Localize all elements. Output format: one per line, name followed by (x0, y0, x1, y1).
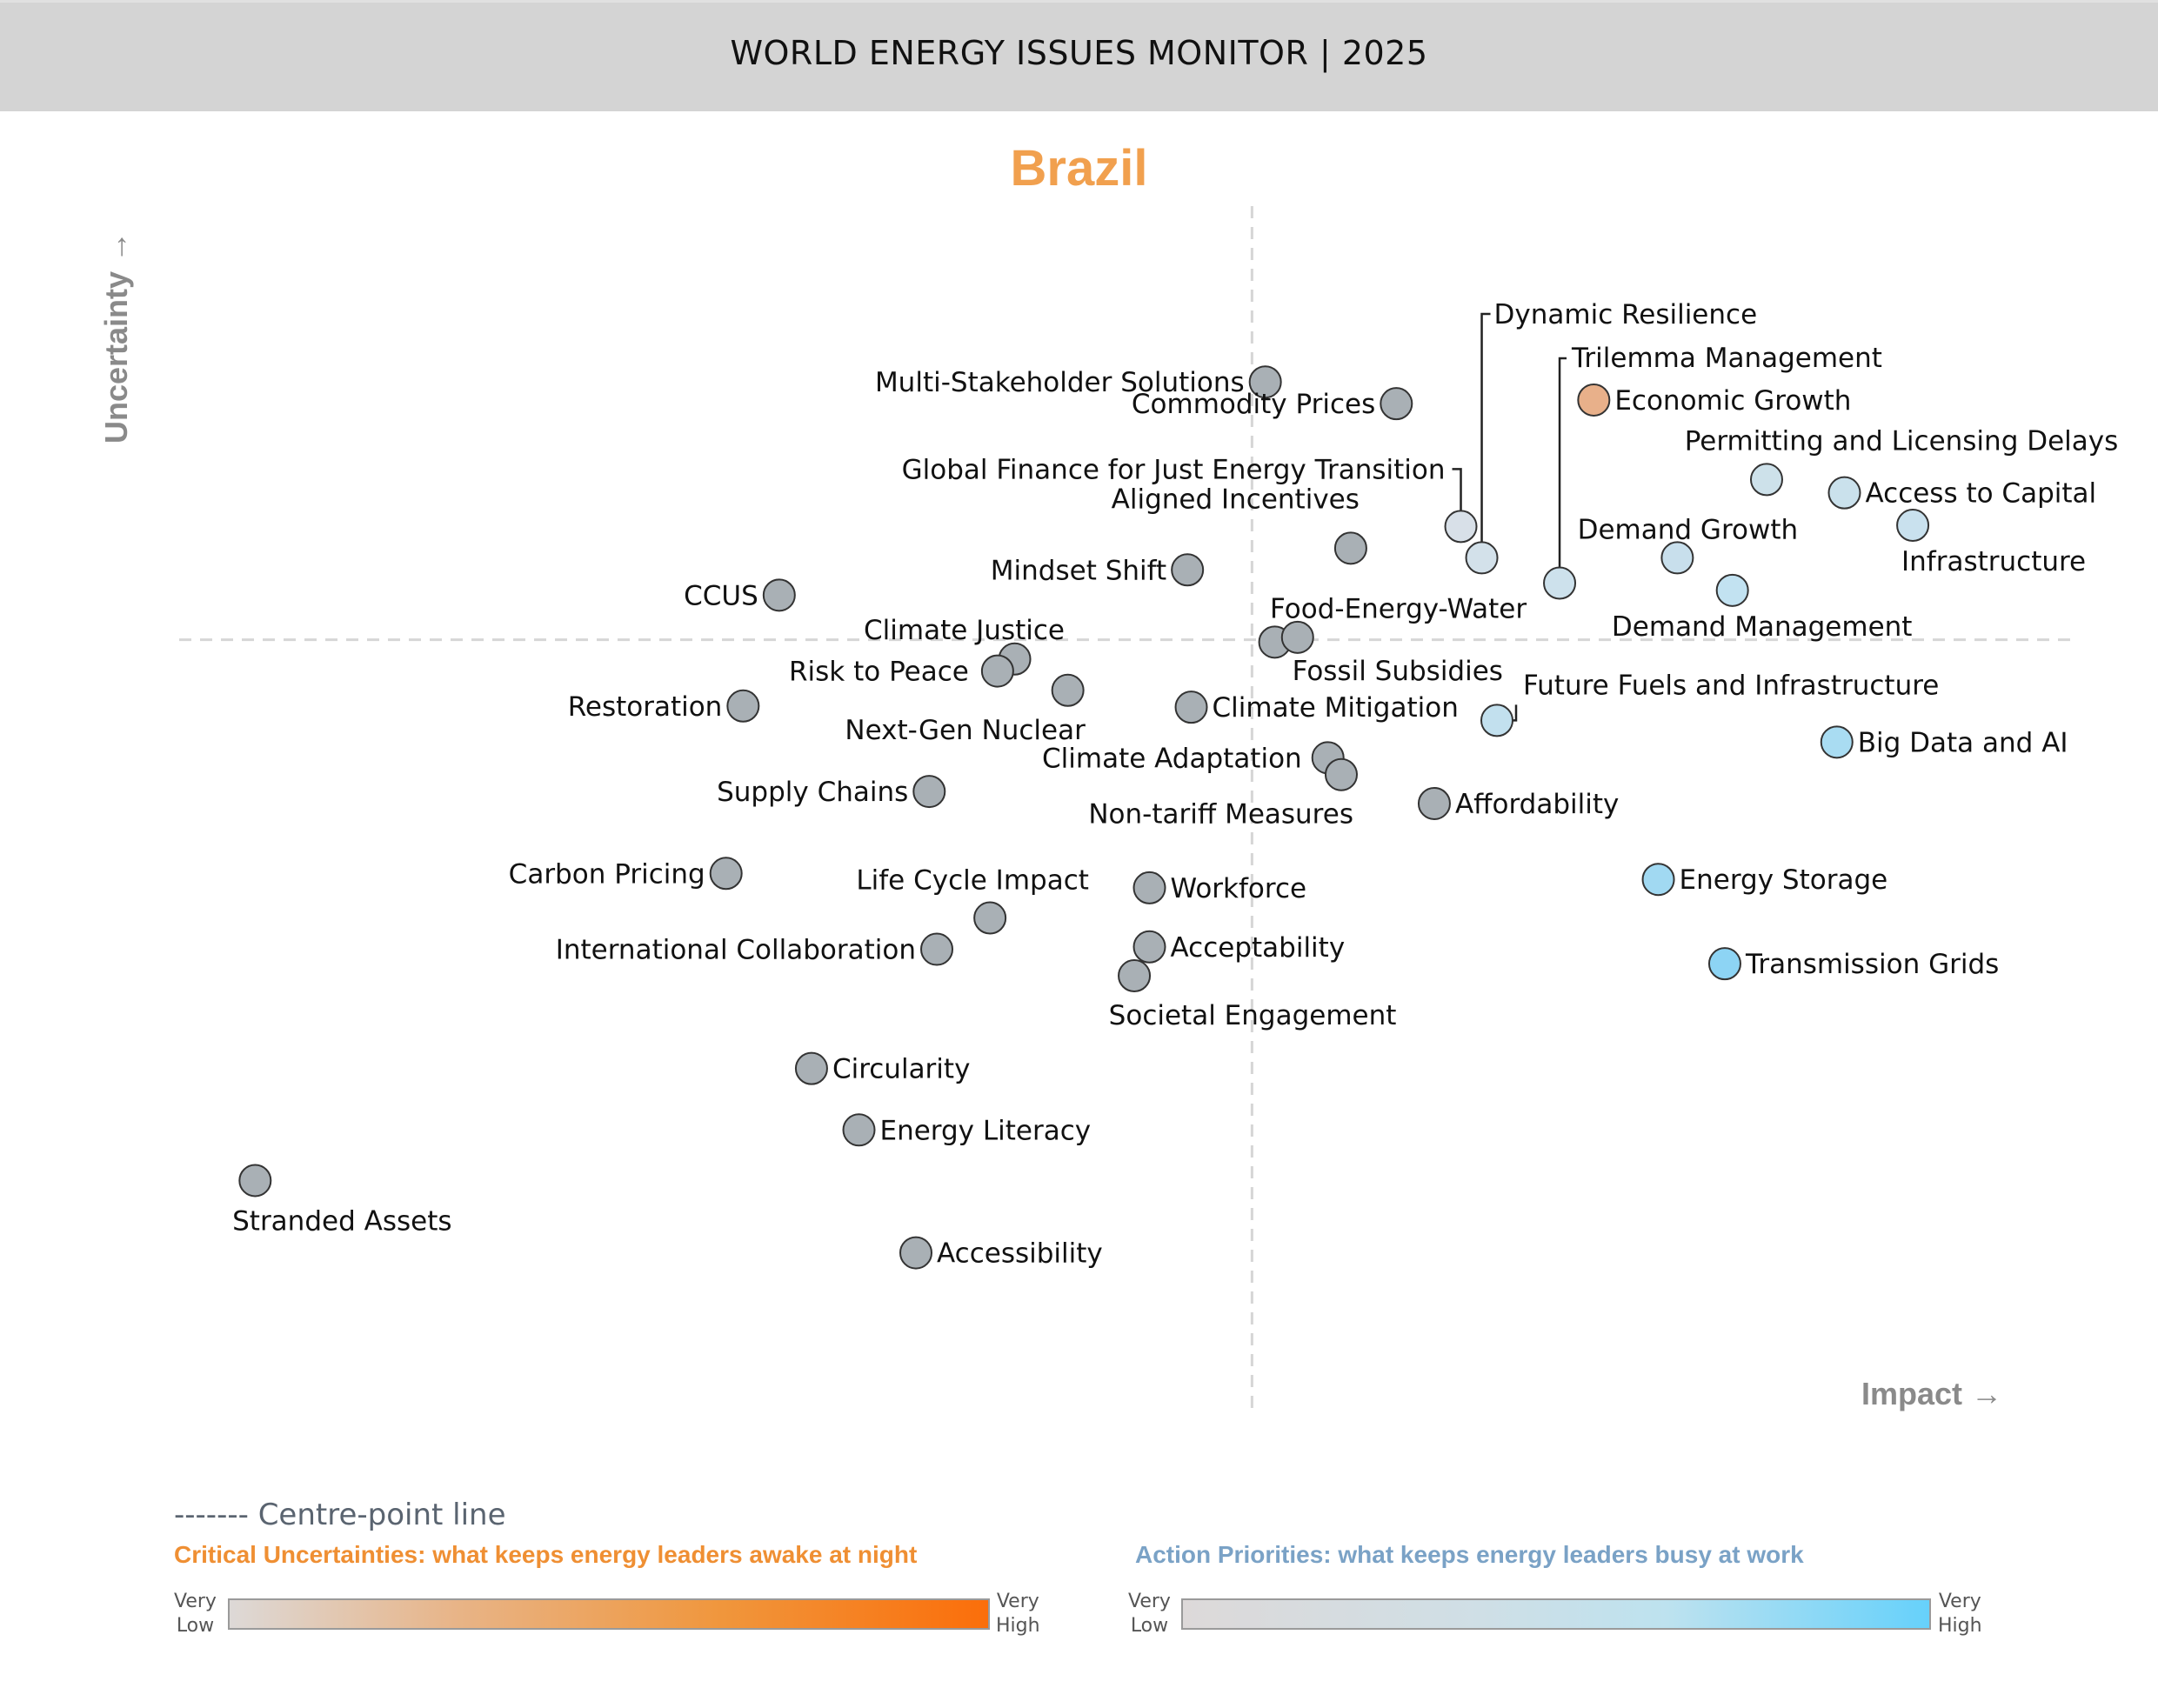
point-label-risk-to-peace: Risk to Peace (789, 657, 969, 688)
point-label-life-cycle-impact: Life Cycle Impact (856, 865, 1089, 897)
point-label-economic-growth: Economic Growth (1614, 385, 1851, 417)
point-label-international-collaboration: International Collaboration (556, 935, 916, 966)
point-label-access-to-capital: Access to Capital (1865, 478, 2096, 510)
critical-uncertainties-scale (228, 1598, 990, 1630)
point-label-non-tariff-measures: Non-tariff Measures (1088, 799, 1353, 831)
point-label-supply-chains: Supply Chains (717, 777, 908, 808)
point-label-fossil-subsidies: Fossil Subsidies (1293, 656, 1503, 687)
centre-point-legend: ------- Centre-point line (174, 1498, 506, 1532)
point-label-next-gen-nuclear: Next-Gen Nuclear (845, 715, 1086, 746)
point-label-multi-stakeholder-solutions: Multi-Stakeholder Solutions (875, 367, 1245, 398)
point-label-big-data-and-ai: Big Data and AI (1858, 727, 2068, 758)
point-permitting-and-licensing-delays (1749, 463, 1783, 497)
point-supply-chains (912, 775, 946, 809)
point-label-workforce: Workforce (1171, 873, 1307, 904)
leader-line-trilemma-management (1558, 357, 1567, 584)
point-label-energy-storage: Energy Storage (1680, 864, 1888, 896)
point-label-climate-adaptation: Climate Adaptation (1042, 743, 1302, 774)
action-priorities-title: Action Priorities: what keeps energy lea… (1135, 1541, 1804, 1568)
point-label-aligned-incentives: Aligned Incentives (1112, 484, 1360, 515)
country-title: Brazil (1010, 140, 1148, 197)
point-economic-growth (1577, 383, 1611, 417)
point-ccus (762, 578, 796, 612)
cu-high-label: Very High (996, 1591, 1040, 1637)
point-big-data-and-ai (1820, 725, 1854, 759)
point-global-finance-for-just-energy-transition (1444, 510, 1478, 544)
point-dynamic-resilience (1465, 541, 1499, 575)
point-fossil-subsidies (1280, 620, 1314, 654)
report-title: WORLD ENERGY ISSUES MONITOR | 2025 (730, 34, 1428, 72)
point-risk-to-peace (980, 654, 1014, 688)
point-demand-management (1715, 573, 1749, 607)
point-life-cycle-impact (973, 901, 1007, 935)
point-label-trilemma-management: Trilemma Management (1571, 343, 1882, 374)
point-accessibility (899, 1236, 933, 1270)
point-label-societal-engagement: Societal Engagement (1109, 1000, 1397, 1031)
point-label-energy-literacy: Energy Literacy (880, 1115, 1092, 1146)
point-label-commodity-prices: Commodity Prices (1132, 389, 1375, 420)
point-non-tariff-measures (1324, 757, 1358, 791)
point-label-mindset-shift: Mindset Shift (991, 555, 1166, 586)
point-energy-literacy (842, 1113, 876, 1147)
point-label-accessibility: Accessibility (937, 1238, 1103, 1270)
point-transmission-grids (1707, 947, 1741, 981)
point-acceptability (1132, 930, 1166, 964)
point-label-food-energy-water: Food-Energy-Water (1270, 593, 1527, 624)
point-aligned-incentives (1333, 531, 1367, 565)
point-label-stranded-assets: Stranded Assets (232, 1205, 451, 1237)
point-label-circularity: Circularity (832, 1054, 970, 1085)
point-label-climate-mitigation: Climate Mitigation (1213, 692, 1459, 724)
cu-low-label: Very Low (174, 1591, 217, 1637)
point-label-dynamic-resilience: Dynamic Resilience (1494, 299, 1758, 330)
critical-uncertainties-title: Critical Uncertainties: what keeps energ… (174, 1541, 918, 1568)
point-label-climate-justice: Climate Justice (864, 615, 1065, 646)
point-trilemma-management (1543, 566, 1577, 600)
point-label-demand-growth: Demand Growth (1578, 514, 1799, 545)
header-bar: WORLD ENERGY ISSUES MONITOR | 2025 (0, 0, 2158, 111)
point-label-future-fuels-and-infrastructure: Future Fuels and Infrastructure (1523, 670, 1939, 701)
point-label-carbon-pricing: Carbon Pricing (509, 858, 705, 890)
point-label-demand-management: Demand Management (1612, 611, 1913, 643)
point-label-restoration: Restoration (568, 691, 723, 723)
point-next-gen-nuclear (1051, 673, 1085, 707)
point-restoration (726, 689, 760, 723)
point-circularity (794, 1051, 828, 1085)
leader-line-dynamic-resilience (1480, 312, 1491, 558)
point-label-ccus: CCUS (684, 580, 758, 611)
point-label-global-finance-for-just-energy-transition: Global Finance for Just Energy Transitio… (902, 454, 1446, 485)
point-commodity-prices (1380, 387, 1413, 421)
point-infrastructure (1896, 509, 1930, 543)
point-carbon-pricing (709, 857, 743, 891)
point-energy-storage (1641, 863, 1675, 897)
point-label-affordability: Affordability (1455, 789, 1619, 820)
point-mindset-shift (1171, 553, 1205, 587)
point-stranded-assets (238, 1164, 272, 1198)
point-label-infrastructure: Infrastructure (1901, 546, 2086, 577)
point-label-permitting-and-licensing-delays: Permitting and Licensing Delays (1685, 425, 2119, 457)
x-axis-label: Impact → (1861, 1376, 2003, 1411)
action-priorities-scale (1181, 1598, 1931, 1630)
point-multi-stakeholder-solutions (1248, 365, 1282, 399)
ap-high-label: Very High (1938, 1591, 1982, 1637)
point-societal-engagement (1118, 959, 1152, 993)
point-label-transmission-grids: Transmission Grids (1745, 949, 1999, 980)
point-climate-mitigation (1174, 691, 1208, 724)
point-access-to-capital (1827, 476, 1861, 510)
point-workforce (1132, 871, 1166, 904)
point-affordability (1417, 786, 1451, 820)
point-international-collaboration (920, 932, 954, 966)
point-demand-growth (1660, 541, 1694, 575)
point-future-fuels-and-infrastructure (1480, 704, 1514, 737)
ap-low-label: Very Low (1128, 1591, 1171, 1637)
point-label-acceptability: Acceptability (1171, 932, 1346, 964)
leader-line-global-finance-for-just-energy-transition (1452, 468, 1462, 527)
